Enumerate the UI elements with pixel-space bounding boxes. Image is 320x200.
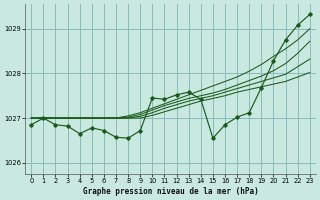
- X-axis label: Graphe pression niveau de la mer (hPa): Graphe pression niveau de la mer (hPa): [83, 187, 258, 196]
